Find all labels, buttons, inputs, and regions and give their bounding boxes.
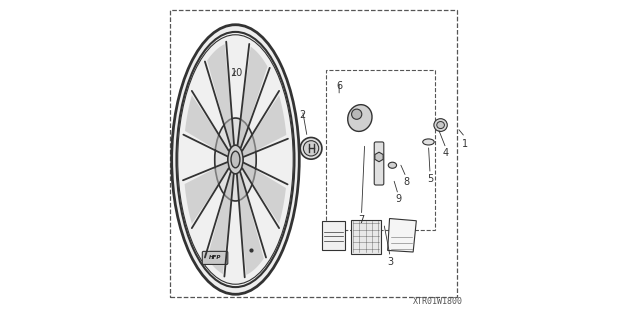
Polygon shape <box>207 172 234 274</box>
Text: 4: 4 <box>443 148 449 158</box>
Polygon shape <box>184 162 228 224</box>
Text: 10: 10 <box>231 68 243 78</box>
Polygon shape <box>207 44 234 147</box>
Ellipse shape <box>300 137 322 159</box>
Ellipse shape <box>231 151 240 168</box>
Text: 6: 6 <box>336 81 342 91</box>
Ellipse shape <box>351 109 362 119</box>
Text: 1: 1 <box>462 138 468 149</box>
Ellipse shape <box>215 118 256 201</box>
FancyBboxPatch shape <box>321 221 344 250</box>
Polygon shape <box>388 219 417 252</box>
Polygon shape <box>243 163 286 224</box>
Bar <box>326 70 435 230</box>
Ellipse shape <box>172 25 300 294</box>
Polygon shape <box>243 95 286 157</box>
Text: 8: 8 <box>403 177 409 187</box>
FancyBboxPatch shape <box>202 251 228 264</box>
FancyBboxPatch shape <box>351 220 381 254</box>
Text: XTR01W1800: XTR01W1800 <box>413 297 463 306</box>
FancyBboxPatch shape <box>374 142 384 185</box>
Text: 3: 3 <box>387 256 393 267</box>
Ellipse shape <box>348 105 372 131</box>
Ellipse shape <box>436 122 444 129</box>
Polygon shape <box>237 47 268 148</box>
Ellipse shape <box>422 139 434 145</box>
Ellipse shape <box>434 119 447 131</box>
Text: 7: 7 <box>358 215 365 225</box>
Ellipse shape <box>228 145 243 174</box>
Text: HFP: HFP <box>209 255 221 260</box>
Ellipse shape <box>388 162 397 168</box>
Ellipse shape <box>177 32 294 287</box>
Polygon shape <box>185 95 228 156</box>
Polygon shape <box>237 172 264 275</box>
Text: 2: 2 <box>300 110 305 120</box>
Ellipse shape <box>303 141 319 156</box>
Text: 5: 5 <box>427 174 433 184</box>
Text: 9: 9 <box>395 194 401 204</box>
